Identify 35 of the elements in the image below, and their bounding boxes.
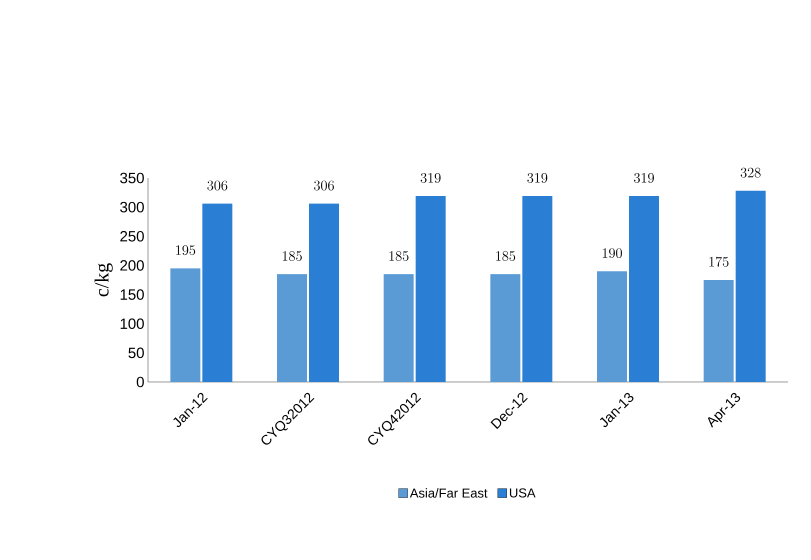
- bar: [704, 280, 734, 382]
- bar: [309, 204, 340, 382]
- bar: [490, 274, 520, 382]
- y-tick-label: 300: [120, 202, 144, 212]
- y-tick-label: 50: [128, 348, 144, 358]
- data-label: 306: [314, 180, 334, 190]
- bar: [522, 196, 552, 382]
- data-label: 190: [602, 248, 622, 258]
- bar: [277, 274, 308, 382]
- y-tick-label: 0: [136, 376, 144, 388]
- data-label: 319: [420, 173, 441, 183]
- y-tick-label: 100: [120, 318, 144, 329]
- bar: [170, 268, 200, 382]
- bar: [202, 204, 232, 382]
- data-label: 306: [207, 180, 228, 190]
- legend-label: USA: [510, 488, 536, 498]
- data-label: 185: [496, 251, 516, 261]
- bar: [416, 196, 446, 382]
- y-tick-label: 200: [120, 260, 144, 271]
- y-tick-label: 150: [120, 289, 144, 300]
- y-axis-title: c/kg: [94, 263, 113, 296]
- data-label: 328: [740, 168, 761, 178]
- data-label: 319: [634, 173, 654, 183]
- bar: [384, 274, 414, 382]
- data-label: 195: [176, 245, 196, 256]
- y-tick-label: 250: [120, 230, 144, 242]
- legend-label: Asia/Far East: [410, 488, 488, 498]
- bar: [629, 196, 660, 382]
- bar: [736, 190, 766, 382]
- data-label: 319: [527, 173, 548, 183]
- data-label: 185: [389, 251, 408, 261]
- data-label: 185: [282, 251, 302, 261]
- data-label: 175: [709, 256, 728, 267]
- bar: [597, 271, 628, 382]
- y-tick-label: 350: [120, 172, 144, 184]
